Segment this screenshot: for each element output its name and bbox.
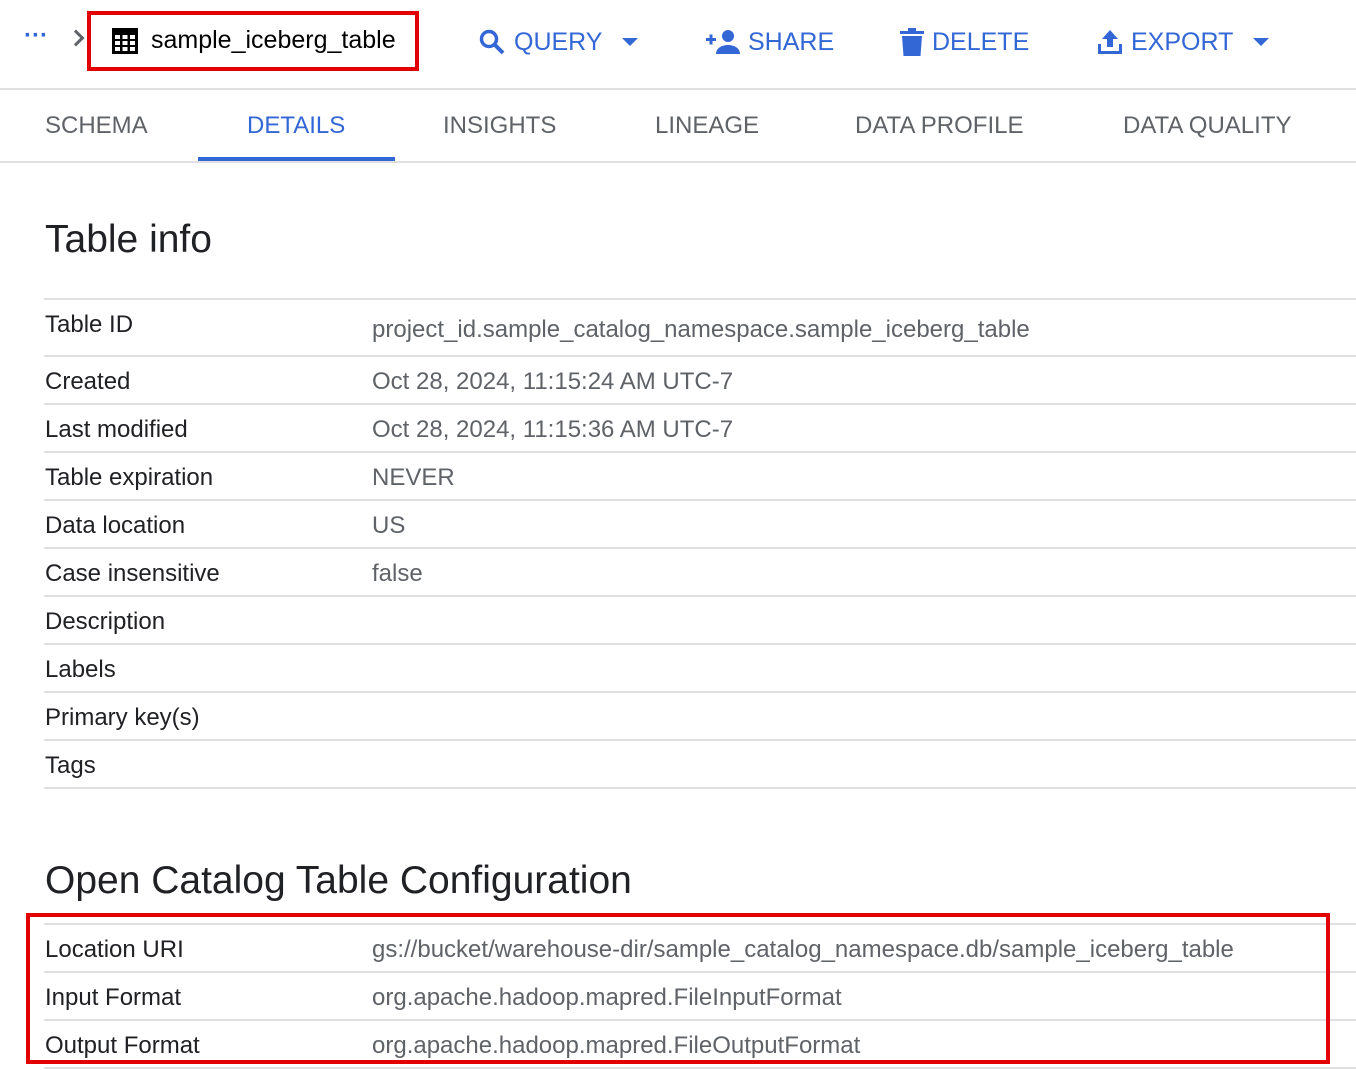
divider (44, 739, 1356, 741)
tab-details[interactable]: DETAILS (247, 112, 346, 139)
header-divider (0, 88, 1356, 90)
breadcrumb-more-button[interactable]: ··· (24, 22, 48, 49)
row-label: Output Format (45, 1032, 200, 1059)
table-title: sample_iceberg_table (111, 26, 396, 55)
divider (44, 298, 1356, 300)
row-value: NEVER (372, 464, 455, 491)
open-catalog-highlight (26, 913, 1330, 1064)
export-label: EXPORT (1131, 27, 1234, 56)
divider (44, 451, 1356, 453)
query-label: QUERY (514, 27, 603, 56)
row-value: US (372, 512, 406, 539)
tab-insights[interactable]: INSIGHTS (443, 112, 557, 139)
divider (44, 643, 1356, 645)
export-button[interactable]: EXPORT (1097, 24, 1270, 60)
row-value: Oct 28, 2024, 11:15:24 AM UTC-7 (372, 368, 734, 395)
row-value: gs://bucket/warehouse-dir/sample_catalog… (372, 936, 1234, 963)
row-label: Last modified (45, 416, 188, 443)
tab-lineage[interactable]: LINEAGE (655, 112, 760, 139)
row-label: Created (45, 368, 131, 395)
tab-data-quality[interactable]: DATA QUALITY (1123, 112, 1292, 139)
divider (44, 923, 1356, 925)
share-label: SHARE (748, 27, 835, 56)
divider (44, 787, 1356, 789)
divider (44, 691, 1356, 693)
row-label: Table expiration (45, 464, 214, 491)
row-value: project_id.sample_catalog_namespace.samp… (372, 316, 1030, 343)
divider (44, 499, 1356, 501)
table-icon (112, 27, 138, 54)
divider (44, 595, 1356, 597)
row-value: false (372, 560, 423, 587)
row-label: Case insensitive (45, 560, 220, 587)
open-catalog-title: Open Catalog Table Configuration (45, 859, 632, 902)
row-label: Description (45, 608, 166, 635)
row-value: org.apache.hadoop.mapred.FileOutputForma… (372, 1032, 861, 1059)
table-name: sample_iceberg_table (151, 26, 396, 54)
row-label: Primary key(s) (45, 704, 200, 731)
row-label: Labels (45, 656, 116, 683)
row-label: Data location (45, 512, 186, 539)
divider (44, 403, 1356, 405)
tab-data-profile[interactable]: DATA PROFILE (855, 112, 1024, 139)
caret-down-icon (1253, 38, 1270, 46)
tab-schema[interactable]: SCHEMA (45, 112, 148, 139)
delete-button[interactable]: DELETE (900, 24, 1029, 60)
table-info-title: Table info (45, 218, 212, 261)
row-label: Input Format (45, 984, 182, 1011)
tabs-divider (0, 161, 1356, 163)
upload-icon (1098, 30, 1122, 54)
share-button[interactable]: SHARE (706, 24, 834, 60)
divider (44, 1019, 1356, 1021)
row-label: Location URI (45, 936, 184, 963)
trash-icon (900, 28, 924, 56)
row-label: Tags (45, 752, 96, 779)
table-name-highlight (87, 11, 419, 71)
delete-label: DELETE (932, 27, 1030, 56)
divider (44, 1067, 1356, 1069)
caret-down-icon (622, 38, 639, 46)
divider (44, 971, 1356, 973)
active-tab-indicator (198, 157, 395, 161)
person-add-icon (706, 30, 740, 54)
row-value: Oct 28, 2024, 11:15:36 AM UTC-7 (372, 416, 734, 443)
chevron-right-icon (67, 29, 85, 47)
divider (44, 355, 1356, 357)
row-label: Table ID (45, 311, 134, 338)
query-button[interactable]: QUERY (478, 24, 639, 60)
search-icon (479, 29, 505, 55)
row-value: org.apache.hadoop.mapred.FileInputFormat (372, 984, 842, 1011)
divider (44, 547, 1356, 549)
